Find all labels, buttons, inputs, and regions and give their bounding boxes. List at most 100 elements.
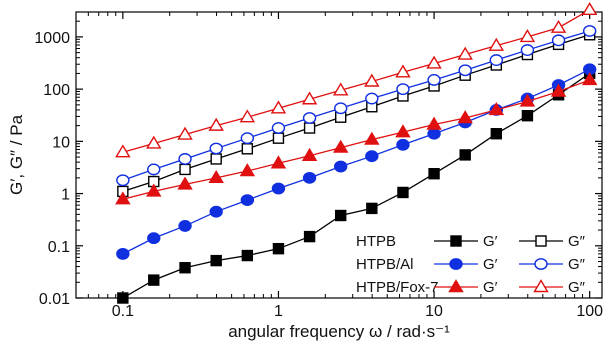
legend-marker: [450, 235, 462, 247]
legend-marker: [449, 258, 463, 270]
series-line: [122, 9, 591, 153]
series-layer: [115, 1, 598, 304]
y-tick-label: 1: [61, 187, 70, 204]
series-line: [122, 68, 590, 255]
data-point: [146, 135, 162, 149]
y-tick-label: 0.01: [39, 291, 70, 308]
y-axis-label: G′, G″ / Pa: [7, 114, 26, 195]
series-line: [122, 79, 590, 200]
data-point: [115, 191, 131, 205]
x-tick-label: 1: [274, 303, 283, 320]
data-point: [364, 131, 380, 145]
data-point: [550, 19, 567, 33]
data-point: [239, 109, 256, 123]
data-point: [179, 262, 191, 274]
data-point: [148, 274, 160, 286]
data-point: [519, 93, 536, 107]
data-point: [426, 116, 442, 130]
legend-entry-label: G″: [568, 256, 586, 273]
legend-marker: [535, 235, 547, 247]
data-point: [365, 92, 379, 105]
plot-frame: [75, 11, 603, 299]
y-tick-label: 100: [43, 82, 70, 99]
y-tick-label: 0.1: [48, 239, 70, 256]
data-point: [396, 138, 410, 151]
data-point: [271, 182, 286, 195]
series-htpb-fox-7-storage-modulus: [115, 72, 598, 205]
data-point: [303, 230, 316, 243]
data-point: [334, 160, 348, 173]
data-point: [459, 149, 471, 161]
data-point: [208, 169, 224, 184]
data-point: [178, 153, 192, 165]
data-point: [178, 220, 192, 232]
data-point: [334, 102, 348, 115]
data-point: [208, 117, 224, 131]
data-point: [397, 186, 409, 199]
x-axis: 0.1 1 10 100: [87, 12, 603, 320]
x-tick-label: 100: [576, 303, 603, 320]
legend-entry-label: G″: [568, 233, 586, 250]
data-point: [179, 163, 191, 176]
data-point: [147, 163, 161, 176]
series-htpb-al-storage-modulus: [116, 63, 597, 260]
series-line: [122, 34, 590, 193]
series-line: [122, 72, 591, 299]
data-point: [332, 139, 349, 153]
y-axis: 0.01 0.1 1 10 100 1000: [34, 20, 602, 308]
legend-marker: [534, 258, 548, 270]
data-point: [458, 64, 472, 77]
data-point: [272, 132, 285, 144]
data-point: [364, 73, 380, 87]
data-point: [116, 174, 130, 187]
data-point: [551, 34, 566, 47]
data-point: [457, 46, 473, 60]
data-point: [270, 155, 287, 169]
legend-marker: [533, 279, 549, 293]
data-point: [488, 102, 505, 116]
data-point: [209, 142, 223, 155]
legend-entry-label: G′: [483, 233, 498, 250]
data-point: [581, 72, 598, 86]
data-point: [519, 29, 536, 43]
data-point: [457, 110, 473, 124]
data-point: [302, 171, 317, 184]
data-point: [428, 168, 440, 180]
plot-area: [75, 11, 603, 299]
series-htpb-al-loss-modulus: [116, 25, 597, 187]
data-point: [335, 209, 347, 222]
data-point: [239, 163, 256, 177]
data-point: [241, 143, 254, 155]
data-point: [489, 54, 504, 66]
data-point: [271, 122, 286, 134]
data-point: [366, 202, 378, 215]
data-point: [395, 64, 411, 78]
data-point: [395, 124, 411, 138]
legend-group-label: HTPB/Al: [356, 256, 414, 273]
data-point: [209, 205, 223, 218]
legend-group-label: HTPB: [356, 233, 396, 250]
data-point: [521, 109, 534, 122]
y-tick-label: 10: [52, 134, 70, 151]
data-point: [582, 25, 597, 37]
x-tick-label: 0.1: [112, 303, 134, 320]
data-point: [302, 112, 317, 124]
series-line: [122, 30, 590, 181]
y-tick-label: 1000: [34, 30, 70, 47]
data-point: [147, 232, 161, 245]
data-point: [427, 127, 441, 140]
data-point: [332, 82, 349, 96]
data-point: [365, 150, 379, 163]
data-point: [520, 44, 535, 56]
data-point: [488, 37, 505, 51]
data-point: [210, 153, 222, 165]
data-point: [115, 144, 131, 158]
legend-entry-label: G′: [483, 256, 498, 273]
legend-group-label: HTPB/Fox-7: [356, 279, 439, 296]
legend-entry-label: G″: [568, 279, 586, 296]
data-point: [396, 83, 410, 96]
data-point: [240, 132, 255, 145]
x-tick-label: 10: [425, 303, 443, 320]
data-point: [241, 249, 254, 262]
data-point: [427, 74, 441, 86]
